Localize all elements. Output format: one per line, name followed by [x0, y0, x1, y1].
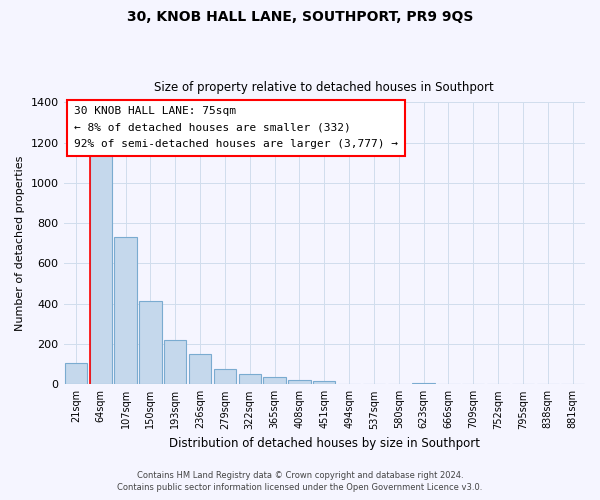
Bar: [239, 374, 261, 384]
X-axis label: Distribution of detached houses by size in Southport: Distribution of detached houses by size …: [169, 437, 480, 450]
Text: Contains HM Land Registry data © Crown copyright and database right 2024.
Contai: Contains HM Land Registry data © Crown c…: [118, 471, 482, 492]
Bar: [89, 150, 112, 384]
Text: 30, KNOB HALL LANE, SOUTHPORT, PR9 9QS: 30, KNOB HALL LANE, SOUTHPORT, PR9 9QS: [127, 10, 473, 24]
Bar: [189, 354, 211, 384]
Bar: [263, 378, 286, 384]
Bar: [139, 300, 161, 384]
Text: 30 KNOB HALL LANE: 75sqm
← 8% of detached houses are smaller (332)
92% of semi-d: 30 KNOB HALL LANE: 75sqm ← 8% of detache…: [74, 106, 398, 150]
Title: Size of property relative to detached houses in Southport: Size of property relative to detached ho…: [154, 81, 494, 94]
Bar: [313, 382, 335, 384]
Bar: [164, 340, 187, 384]
Bar: [288, 380, 311, 384]
Bar: [65, 363, 87, 384]
Y-axis label: Number of detached properties: Number of detached properties: [15, 156, 25, 331]
Bar: [115, 237, 137, 384]
Bar: [214, 369, 236, 384]
